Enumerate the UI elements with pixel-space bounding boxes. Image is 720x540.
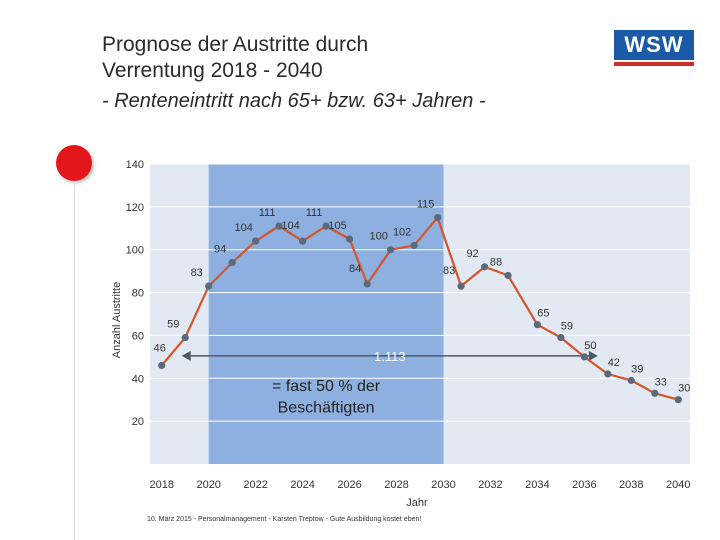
data-label: 59 [561,321,573,333]
sum-arrow-head-right [588,350,598,361]
data-label: 102 [393,226,411,238]
x-tick-label: 2040 [666,479,690,491]
data-point [504,271,512,280]
data-label: 104 [281,220,299,232]
data-label: 105 [328,220,346,232]
x-tick-label: 2026 [337,479,361,491]
data-label: 33 [655,376,667,388]
data-point [181,333,189,342]
data-label: 111 [306,207,323,219]
data-label: 30 [678,383,690,395]
data-point [158,361,166,370]
x-axis-ticks: 2018 2020 2022 2024 2026 2028 2030 2032 2034 2036… [149,479,690,491]
sum-label: 1.113 [374,349,406,364]
data-point [674,396,682,404]
data-point [299,237,307,245]
x-tick-label: 2036 [572,479,596,491]
data-label: 39 [631,363,643,375]
y-axis-ticks: 20 40 60 80 100 120 140 [126,159,144,428]
data-label: 59 [167,319,179,331]
data-point [480,263,489,271]
footer-text: 10. März 2015 - Personalmanagement - Kar… [147,516,422,523]
page-subtitle: - Renteneintritt nach 65+ bzw. 63+ Jahre… [102,90,486,112]
x-tick-label: 2030 [431,479,455,491]
data-label: 104 [234,222,252,234]
left-divider-line [74,181,75,540]
data-label: 84 [349,263,361,275]
x-tick-label: 2024 [290,479,314,491]
data-point [387,246,395,254]
red-circle-decoration [56,145,92,181]
y-tick-label: 40 [132,373,144,385]
data-point [457,282,465,290]
title-line-2: Verrentung 2018 - 2040 [102,59,323,82]
data-point [434,213,442,222]
x-tick-label: 2022 [243,479,267,491]
y-tick-label: 20 [132,416,144,428]
note-line-2: Beschäftigten [278,400,375,417]
wsw-logo: WSW [614,30,694,60]
data-label: 42 [608,357,620,369]
data-point [363,280,371,288]
logo-underline [614,62,694,66]
data-point [410,241,418,250]
x-tick-label: 2034 [525,479,549,491]
data-point [627,376,635,385]
data-point [228,258,236,267]
y-tick-label: 120 [126,202,144,214]
data-point [322,222,330,230]
data-label: 100 [369,231,387,243]
data-point [275,222,283,230]
data-point [205,282,213,290]
page-title: Prognose der Austritte durch Verrentung … [102,32,368,84]
y-tick-label: 60 [132,330,144,342]
data-point [345,235,354,243]
gridlines [150,163,690,422]
sum-arrow-head-left [181,350,191,361]
data-point [533,321,541,329]
y-axis-label: Anzahl Austritte [111,282,123,358]
title-line-1: Prognose der Austritte durch [102,33,369,56]
x-tick-label: 2020 [196,479,220,491]
x-tick-label: 2032 [478,479,502,491]
x-tick-label: 2038 [619,479,643,491]
sum-arrow [181,350,598,361]
data-label: 83 [191,267,203,279]
data-label: 46 [154,342,166,354]
data-label: 94 [214,244,226,256]
data-point [557,333,565,342]
data-label: 50 [584,340,596,352]
data-point [580,353,588,361]
y-tick-label: 100 [126,245,144,257]
y-tick-label: 140 [126,159,144,171]
x-axis-label: Jahr [406,497,428,509]
data-label: 65 [537,308,549,320]
data-point [651,389,659,397]
y-tick-label: 80 [132,288,144,300]
data-label: 115 [417,199,435,211]
data-label: 88 [490,256,502,268]
data-point [252,237,260,245]
note-line-1: = fast 50 % der [272,378,381,395]
data-label: 111 [259,207,276,219]
x-tick-label: 2018 [149,479,173,491]
data-point [604,370,612,378]
data-label: 92 [466,248,478,260]
highlight-band [208,164,444,464]
data-label: 83 [443,265,455,277]
x-tick-label: 2028 [384,479,408,491]
